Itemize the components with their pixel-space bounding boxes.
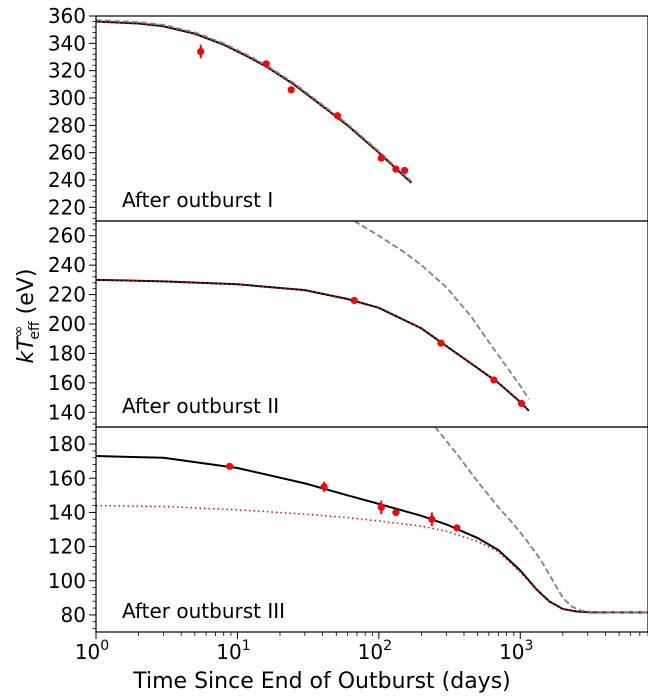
x-tick-base: 10 (499, 640, 524, 664)
y-tick-label: 160 (48, 466, 86, 490)
y-tick-label: 80 (61, 603, 86, 627)
y-tick-label: 140 (48, 400, 86, 424)
data-point (437, 339, 445, 347)
data-point (350, 296, 358, 305)
series-line-dotted-red (96, 20, 412, 184)
y-tick-label: 320 (48, 59, 86, 83)
y-tick-label: 100 (48, 569, 86, 593)
x-tick-label: 101 (216, 638, 250, 664)
x-tick-base: 10 (358, 640, 383, 664)
y-tick-label: 240 (48, 168, 86, 192)
x-tick-label: 103 (499, 638, 533, 664)
data-point (320, 483, 328, 491)
y-label-unit: (eV) (14, 269, 39, 322)
y-tick-label: 180 (48, 432, 86, 456)
data-point (392, 508, 400, 517)
series-line-dashed-gray (96, 19, 413, 183)
y-tick-label: 280 (48, 113, 86, 137)
y-tick-label: 120 (48, 535, 86, 559)
series-line-dotted-red (96, 279, 530, 412)
data-point (287, 86, 295, 94)
x-tick-label: 102 (358, 638, 392, 664)
y-tick-label: 220 (48, 283, 86, 307)
x-axis-label: Time Since End of Outburst (days) (132, 669, 511, 694)
x-tick-exp: 1 (242, 638, 251, 654)
series-line-solid-black (96, 278, 530, 412)
data-point (377, 503, 385, 511)
series-group (96, 19, 413, 184)
series-line-dashed-gray (434, 427, 648, 614)
panel-label: After outburst I (122, 188, 273, 212)
y-label-sub: eff (27, 321, 43, 340)
data-point (428, 515, 436, 523)
x-tick-label: 100 (75, 638, 109, 664)
panel-label: After outburst II (122, 394, 279, 418)
series-line-solid-black (96, 20, 413, 184)
data-point (225, 462, 234, 470)
y-tick-label: 260 (48, 141, 86, 165)
y-tick-label: 220 (48, 195, 86, 219)
y-tick-label: 180 (48, 341, 86, 365)
series-line-dotted-red (96, 504, 648, 614)
data-point (517, 399, 526, 408)
y-tick-label: 260 (48, 224, 86, 248)
data-point (197, 47, 205, 56)
x-tick-base: 10 (216, 640, 241, 664)
data-point (262, 60, 270, 68)
data-point (377, 154, 385, 162)
y-tick-label: 140 (48, 500, 86, 524)
y-tick-label: 300 (48, 86, 86, 110)
series-group (96, 221, 530, 412)
y-tick-label: 160 (48, 371, 86, 395)
data-point (392, 165, 400, 173)
y-tick-label: 340 (48, 31, 86, 55)
x-tick-base: 10 (75, 640, 100, 664)
panel-label: After outburst III (122, 599, 285, 623)
x-tick-exp: 0 (100, 638, 109, 654)
y-tick-label: 200 (48, 312, 86, 336)
y-label-main: kT (14, 336, 39, 364)
panel-3: 80 100 120 140 160 180 After outburst III (48, 426, 648, 633)
y-label-sup: ∞ (11, 326, 27, 338)
data-point (333, 112, 342, 120)
data-point (490, 376, 498, 384)
x-tick-exp: 3 (525, 638, 534, 654)
data-point (400, 166, 409, 175)
x-tick-exp: 2 (383, 638, 392, 654)
y-axis-label: kT∞eff (eV) (11, 269, 43, 364)
panel-1: 220 240 260 280 300 320 340 360 After outburst I (48, 4, 648, 222)
y-tick-label: 360 (48, 4, 86, 28)
y-tick-label: 240 (48, 253, 86, 277)
panel-2: 140 160 180 200 220 240 260 After outburst II (48, 220, 648, 428)
data-point (453, 524, 461, 532)
series-line-solid-black (96, 455, 648, 614)
series-group (96, 427, 648, 614)
series-line-dashed-gray (353, 221, 530, 400)
